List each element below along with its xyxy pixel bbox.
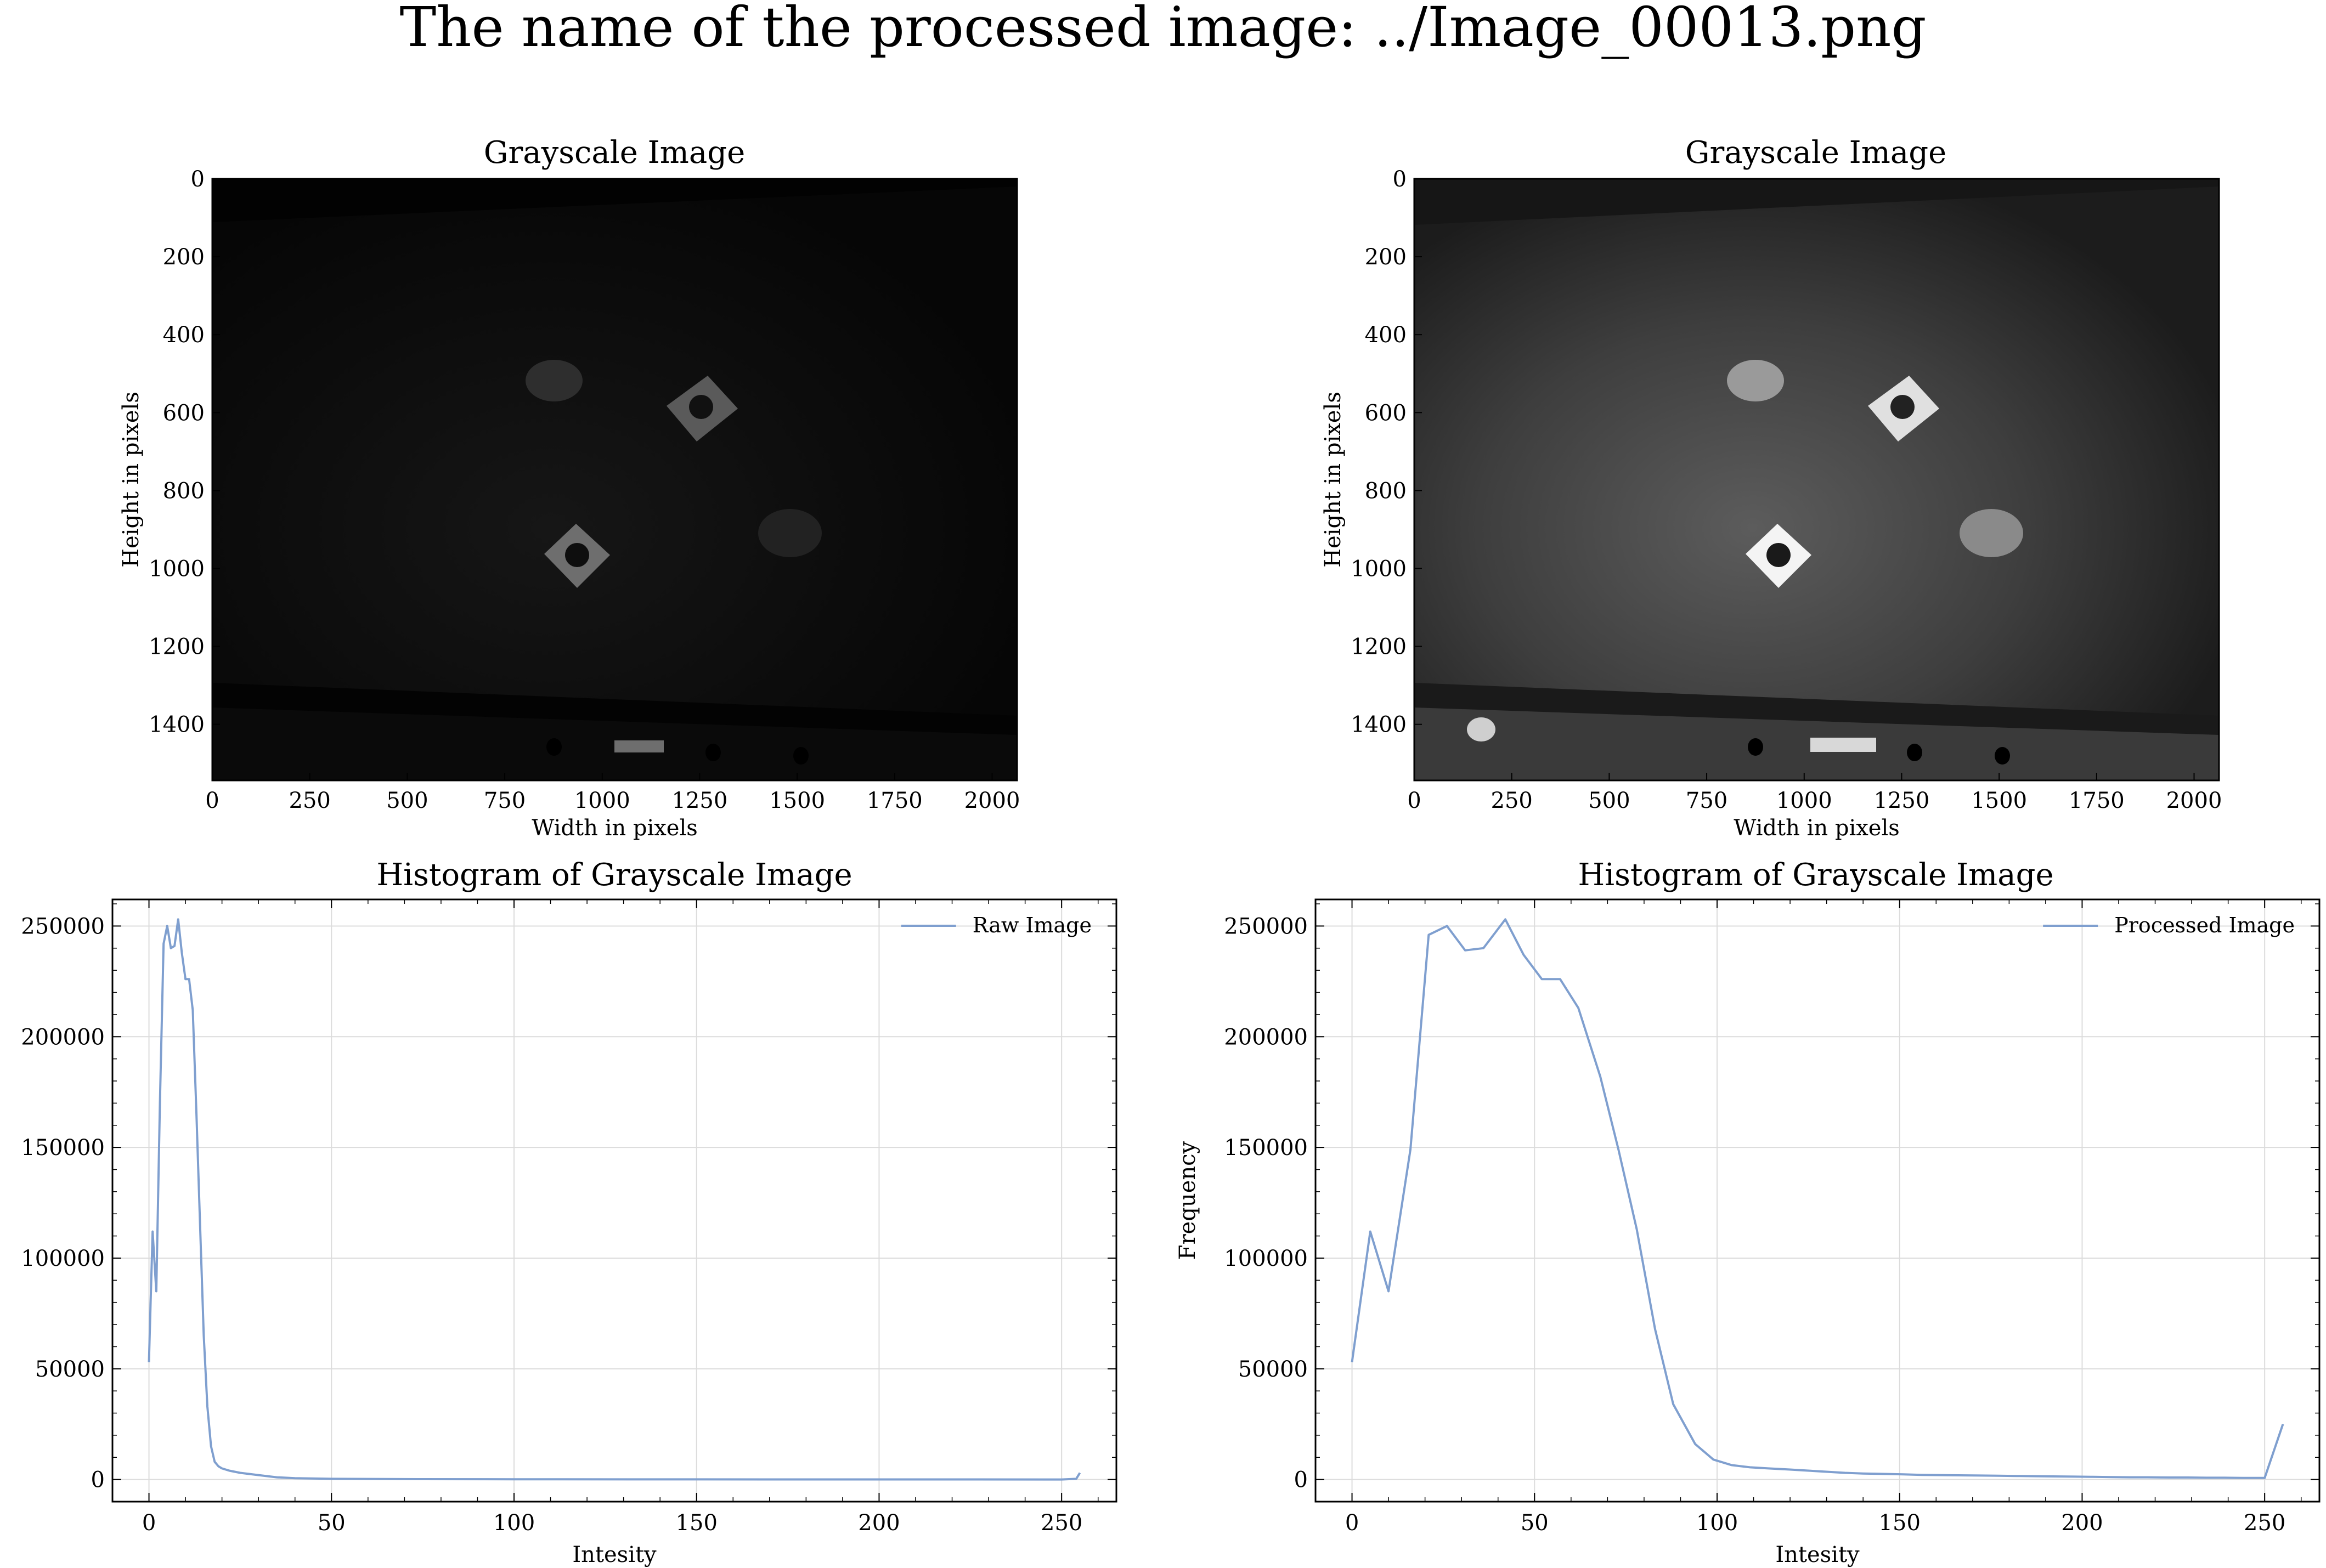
- processed-hist-xtick-label: 250: [2244, 1510, 2285, 1536]
- raw-image-xtick-label: 2000: [964, 788, 1020, 813]
- processed-image-panel: Grayscale Image: [1414, 135, 2219, 780]
- raw-image-xtick-label: 250: [289, 788, 331, 813]
- processed-image-ytick-label: 0: [1393, 167, 1407, 192]
- raw-hist-ytick-label: 100000: [21, 1246, 105, 1271]
- raw-hist-title: Histogram of Grayscale Image: [376, 857, 852, 893]
- raw-image-xtick-label: 0: [205, 788, 219, 813]
- processed-image-ytick-label: 1400: [1351, 712, 1407, 738]
- processed-image-xtick-label: 500: [1588, 788, 1630, 813]
- raw-hist-xtick-label: 100: [493, 1510, 535, 1536]
- processed-image-ytick-label: 600: [1365, 400, 1407, 426]
- processed-image-xtick-label: 1750: [2069, 788, 2125, 813]
- raw-hist-ytick-label: 200000: [21, 1024, 105, 1050]
- raw-image-picture: [212, 179, 1017, 780]
- raw-image-xtick-label: 1000: [574, 788, 630, 813]
- processed-hist-xlabel: Intesity: [1775, 1542, 1860, 1567]
- processed-hist-xtick-label: 50: [1521, 1510, 1549, 1536]
- raw-hist-xtick-label: 0: [142, 1510, 156, 1536]
- raw-image-xtick-label: 1500: [769, 788, 825, 813]
- raw-hist-frame: [111, 898, 1117, 1503]
- raw-hist-xtick-label: 150: [676, 1510, 718, 1536]
- raw-hist-series-line: [148, 918, 1081, 1481]
- raw-image-ytick-label: 1200: [149, 635, 205, 660]
- processed-image-xtick-label: 1000: [1776, 788, 1832, 813]
- processed-hist-ytick-label: 250000: [1224, 914, 1308, 939]
- raw-image-ytick-label: 600: [163, 400, 205, 426]
- processed-image-ytick-label: 1200: [1351, 635, 1407, 660]
- raw-hist-plot: 0 50 100 150 200 250 0 50000 100000 150000 200000 2…: [21, 898, 1117, 1567]
- processed-image-xlabel: Width in pixels: [1734, 816, 1900, 841]
- raw-hist-xtick-label: 200: [858, 1510, 900, 1536]
- processed-hist-ytick-label: 150000: [1224, 1135, 1308, 1161]
- processed-image-axes: 0 250 500 750 1000 1250 1500 1750 2000 0 200 400 600…: [1320, 167, 2222, 841]
- raw-image-ytick-label: 1400: [149, 712, 205, 738]
- processed-hist-title: Histogram of Grayscale Image: [1578, 857, 2053, 893]
- processed-image-ytick-label: 400: [1365, 322, 1407, 348]
- processed-hist-xtick-label: 0: [1345, 1510, 1359, 1536]
- processed-histogram-panel: Histogram of Grayscale Image: [1578, 857, 2053, 893]
- raw-image-frame: [211, 178, 1018, 782]
- raw-image-title: Grayscale Image: [484, 135, 745, 171]
- processed-image-xtick-label: 0: [1407, 788, 1421, 813]
- raw-image-xtick-label: 1750: [867, 788, 923, 813]
- processed-hist-ytick-label: 50000: [1238, 1357, 1308, 1382]
- processed-hist-xtick-label: 200: [2061, 1510, 2103, 1536]
- processed-image-xtick-label: 250: [1491, 788, 1533, 813]
- processed-image-xtick-label: 750: [1686, 788, 1727, 813]
- processed-hist-ytick-label: 100000: [1224, 1246, 1308, 1271]
- processed-hist-series-line: [1351, 918, 2284, 1479]
- processed-image-ytick-label: 1000: [1351, 556, 1407, 581]
- raw-image-ytick-label: 400: [163, 322, 205, 348]
- raw-image-ytick-label: 200: [163, 245, 205, 270]
- raw-histogram-panel: Histogram of Grayscale Image: [376, 857, 852, 893]
- processed-hist-legend-label: Processed Image: [2114, 913, 2295, 937]
- raw-hist-xtick-label: 250: [1041, 1510, 1082, 1536]
- raw-image-xtick-label: 1250: [672, 788, 728, 813]
- raw-image-xtick-label: 500: [386, 788, 428, 813]
- raw-hist-legend-label: Raw Image: [973, 913, 1092, 937]
- processed-hist-plot: 0 50 100 150 200 250 0 50000 100000 150000 200000 2…: [1175, 898, 2321, 1567]
- processed-image-xtick-label: 2000: [2166, 788, 2222, 813]
- raw-hist-ytick-label: 250000: [21, 914, 105, 939]
- processed-image-ytick-label: 800: [1365, 478, 1407, 503]
- raw-image-panel: Grayscale Image: [212, 135, 1017, 780]
- raw-hist-xlabel: Intesity: [572, 1542, 657, 1567]
- raw-hist-ytick-label: 0: [91, 1468, 105, 1493]
- raw-hist-ytick-label: 150000: [21, 1135, 105, 1161]
- processed-hist-xtick-label: 150: [1879, 1510, 1921, 1536]
- figure-title: The name of the processed image: ../Imag…: [399, 0, 1926, 59]
- processed-hist-ytick-label: 0: [1294, 1468, 1308, 1493]
- processed-hist-frame: [1314, 898, 2321, 1503]
- raw-hist-ytick-label: 50000: [35, 1357, 105, 1382]
- raw-image-ylabel: Height in pixels: [118, 392, 144, 568]
- processed-image-frame: [1413, 178, 2220, 782]
- raw-image-xlabel: Width in pixels: [532, 816, 698, 841]
- raw-hist-xtick-label: 50: [318, 1510, 346, 1536]
- processed-image-picture: [1414, 179, 2219, 780]
- processed-image-ylabel: Height in pixels: [1320, 392, 1346, 568]
- processed-hist-xtick-label: 100: [1696, 1510, 1738, 1536]
- raw-image-xtick-label: 750: [484, 788, 526, 813]
- processed-image-ytick-label: 200: [1365, 245, 1407, 270]
- raw-image-axes: 0 250 500 750 1000 1250 1500 1750 2000 0 200 400 600…: [118, 167, 1020, 841]
- raw-image-ytick-label: 0: [191, 167, 205, 192]
- processed-image-xtick-label: 1250: [1874, 788, 1930, 813]
- processed-hist-ylabel: Frequency: [1175, 1141, 1200, 1260]
- raw-image-ytick-label: 1000: [149, 556, 205, 581]
- processed-image-title: Grayscale Image: [1685, 135, 1946, 171]
- processed-image-xtick-label: 1500: [1971, 788, 2027, 813]
- processed-hist-ytick-label: 200000: [1224, 1024, 1308, 1050]
- raw-image-ytick-label: 800: [163, 478, 205, 503]
